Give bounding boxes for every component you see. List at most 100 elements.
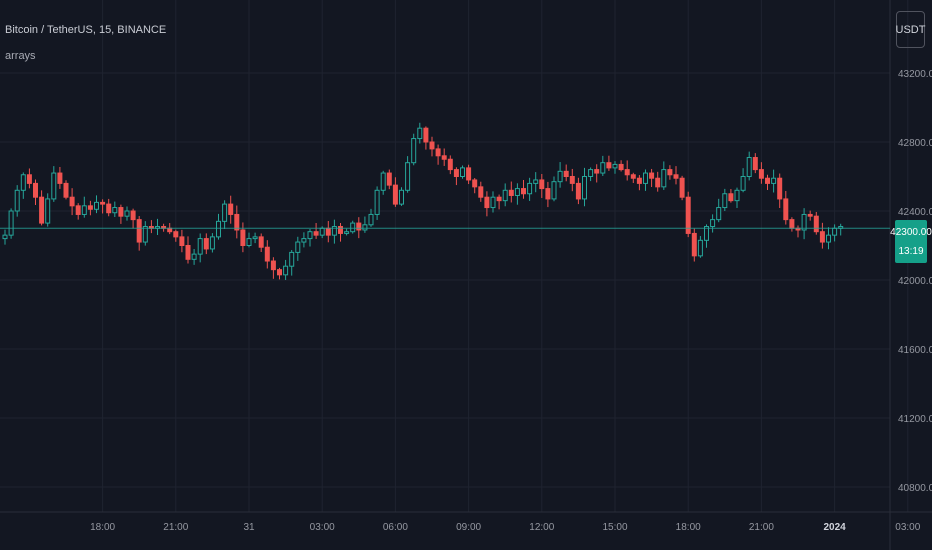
- candle-body: [39, 196, 45, 224]
- candle-body: [307, 231, 313, 240]
- candle-body: [325, 227, 331, 236]
- candle-body: [362, 224, 368, 231]
- candle-body: [722, 193, 728, 209]
- candle-body: [521, 188, 526, 195]
- candle-body: [222, 203, 228, 222]
- candle-body: [392, 184, 398, 205]
- y-axis-tick-label: 42400.00: [898, 207, 932, 218]
- candle-body: [710, 219, 716, 228]
- candle-body: [423, 127, 429, 143]
- y-axis-tick-label: 41600.00: [898, 345, 932, 356]
- candle-body: [45, 198, 51, 224]
- candle-body: [51, 172, 57, 200]
- candle-body: [331, 226, 337, 236]
- candle-body: [697, 239, 703, 257]
- candle-body: [777, 177, 783, 200]
- candle-body: [771, 177, 777, 184]
- candle-body: [545, 188, 551, 200]
- candle-body: [374, 189, 380, 215]
- candle-body: [216, 220, 221, 238]
- candle-body: [252, 236, 258, 240]
- candle-body: [594, 169, 600, 174]
- candle-body: [667, 169, 673, 176]
- candle-body: [167, 227, 173, 233]
- candle-body: [240, 229, 246, 247]
- candle-body: [765, 177, 770, 184]
- candle-body: [246, 238, 252, 247]
- candle-body: [789, 219, 795, 229]
- candle-body: [563, 170, 569, 177]
- candle-body: [203, 238, 209, 250]
- candle-body: [264, 246, 270, 262]
- candle-body: [289, 251, 295, 267]
- candle-body: [478, 186, 484, 198]
- y-axis-tick-label: 43200.00: [898, 69, 932, 80]
- candle-body: [319, 227, 325, 236]
- candle-body: [826, 234, 831, 243]
- candle-body: [447, 158, 453, 171]
- candle-body: [112, 207, 118, 214]
- candle-body: [2, 234, 8, 240]
- current-price-label: 42300.00: [890, 226, 932, 238]
- x-axis-tick-label: 18:00: [90, 522, 115, 533]
- candle-body: [813, 215, 819, 233]
- candle-body: [429, 141, 435, 150]
- candle-body: [502, 189, 508, 202]
- candle-body: [539, 179, 545, 190]
- candle-body: [734, 189, 740, 202]
- candle-body: [185, 245, 191, 260]
- candle-body: [301, 238, 307, 243]
- symbol-title[interactable]: Bitcoin / TetherUS, 15, BINANCE: [5, 24, 167, 36]
- candle-body: [136, 219, 142, 243]
- candle-body: [624, 169, 630, 176]
- candle-body: [350, 222, 356, 233]
- candle-body: [435, 148, 441, 157]
- candle-body: [673, 174, 679, 179]
- candle-body: [612, 163, 618, 169]
- candle-body: [752, 157, 758, 171]
- candle-body: [472, 179, 478, 188]
- candle-body: [496, 196, 502, 202]
- x-axis-tick-label: 21:00: [749, 522, 774, 533]
- candle-body: [368, 213, 374, 226]
- candle-body: [746, 157, 752, 177]
- candle-body: [575, 182, 581, 200]
- candle-body: [33, 182, 38, 198]
- candle-body: [405, 162, 411, 191]
- x-axis-tick-label: 09:00: [456, 522, 481, 533]
- candle-body: [533, 179, 539, 184]
- candle-body: [484, 196, 490, 209]
- candle-body: [75, 205, 81, 215]
- candle-body: [356, 222, 362, 231]
- y-axis-tick-label: 42800.00: [898, 138, 932, 149]
- y-axis-tick-label: 41200.00: [898, 414, 932, 425]
- candle-body: [173, 231, 179, 238]
- x-axis-tick-label: 21:00: [163, 522, 188, 533]
- candle-body: [411, 138, 417, 164]
- candle-body: [740, 176, 746, 191]
- indicator-label[interactable]: arrays: [5, 50, 36, 62]
- x-axis-tick-label: 2024: [823, 522, 846, 533]
- candle-body: [801, 213, 807, 231]
- candle-body: [527, 182, 533, 195]
- candle-body: [386, 172, 392, 186]
- candle-body: [691, 232, 697, 257]
- candle-body: [819, 231, 825, 243]
- candle-body: [807, 213, 813, 217]
- candle-body: [118, 207, 124, 217]
- y-axis-tick-label: 40800.00: [898, 483, 932, 494]
- candle-body: [69, 196, 75, 207]
- x-axis-tick-label: 18:00: [676, 522, 701, 533]
- candle-body: [63, 182, 69, 198]
- candle-body: [704, 226, 709, 241]
- candle-body: [258, 236, 264, 248]
- candle-body: [228, 203, 234, 215]
- currency-button[interactable]: USDT: [896, 11, 925, 48]
- x-axis-tick-label: 15:00: [602, 522, 627, 533]
- candle-body: [87, 205, 93, 210]
- candle-body: [313, 231, 319, 236]
- candle-body: [582, 176, 587, 200]
- candle-body: [514, 188, 520, 196]
